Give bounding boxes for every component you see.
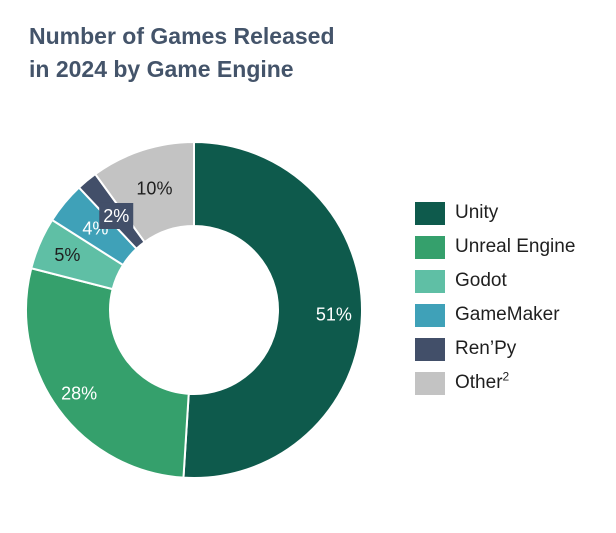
legend-label-gamemaker: GameMaker	[455, 304, 560, 325]
legend-label-ren-py: Ren’Py	[455, 338, 517, 359]
legend-swatch-godot	[415, 269, 445, 293]
slice-label-ren-py: 2%	[103, 206, 129, 226]
slice-label-unreal-engine: 28%	[61, 383, 97, 403]
legend-swatch-unreal-engine	[415, 235, 445, 259]
slice-label-box-ren-py	[99, 202, 134, 229]
legend-item-unity: Unity	[415, 196, 575, 230]
legend-item-gamemaker: GameMaker	[415, 298, 575, 332]
slice-label-godot: 5%	[54, 245, 80, 265]
chart-title-line-1: Number of Games Released	[29, 23, 335, 49]
legend-item-ren-py: Ren’Py	[415, 332, 575, 366]
chart-legend: Unity Unreal Engine Godot GameMaker Ren’Py Ot…	[415, 196, 575, 400]
legend-item-other: Other2	[415, 366, 575, 400]
legend-item-unreal-engine: Unreal Engine	[415, 230, 575, 264]
legend-label-godot: Godot	[455, 270, 507, 291]
slice-label-other: 10%	[136, 178, 172, 198]
slice-unity	[182, 140, 363, 479]
legend-swatch-unity	[415, 201, 445, 225]
legend-label-unity: Unity	[455, 202, 499, 223]
slice-label-unity: 51%	[316, 304, 352, 324]
legend-label-other: Other2	[455, 369, 510, 393]
chart-title-line-2: in 2024 by Game Engine	[29, 56, 294, 82]
legend-swatch-other	[415, 371, 445, 395]
donut-slices	[25, 140, 363, 479]
slice-unreal-engine	[25, 267, 190, 479]
legend-footnote-marker: 2	[502, 369, 510, 384]
legend-swatch-ren-py	[415, 337, 445, 361]
chart-title: Number of Games Released in 2024 by Game…	[29, 20, 389, 86]
legend-label-unreal-engine: Unreal Engine	[455, 236, 576, 257]
donut-slice-labels: 51%28%5%4%2%10%	[54, 178, 352, 403]
legend-item-godot: Godot	[415, 264, 575, 298]
slice-other	[93, 140, 195, 244]
legend-swatch-gamemaker	[415, 303, 445, 327]
